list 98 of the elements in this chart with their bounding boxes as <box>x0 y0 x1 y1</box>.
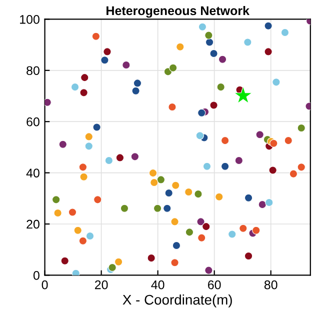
y-tick-label: 60 <box>26 117 40 126</box>
point <box>80 73 89 82</box>
y-tick-label: 80 <box>26 66 40 76</box>
point <box>153 204 162 212</box>
point <box>92 123 101 132</box>
point <box>70 82 80 92</box>
point <box>252 226 260 234</box>
point <box>216 82 225 92</box>
point <box>265 198 274 207</box>
point <box>80 88 88 97</box>
y-tick-label: 100 <box>20 15 40 24</box>
point <box>60 256 69 265</box>
point <box>272 78 280 86</box>
point <box>204 266 213 274</box>
point <box>94 196 102 204</box>
x-tick-label: 20 <box>94 280 108 290</box>
point <box>264 48 272 56</box>
x-axis-title: X - Coordinate(m) <box>122 294 232 308</box>
point <box>80 172 88 181</box>
point <box>228 230 236 238</box>
point <box>122 60 130 70</box>
point <box>120 204 129 212</box>
point <box>284 136 292 145</box>
point <box>210 101 218 110</box>
point <box>72 269 80 276</box>
point <box>204 31 213 40</box>
point <box>185 228 194 236</box>
point <box>244 252 253 260</box>
point <box>84 142 93 150</box>
y-tick-label: 20 <box>26 220 40 229</box>
point <box>44 98 52 106</box>
point <box>100 56 109 64</box>
point <box>194 190 202 198</box>
point <box>220 162 230 170</box>
point <box>78 163 88 172</box>
point <box>264 22 272 30</box>
point <box>184 188 193 196</box>
point <box>268 166 277 174</box>
point <box>280 28 290 37</box>
point <box>84 132 93 141</box>
point <box>170 218 179 226</box>
point <box>92 32 100 40</box>
point <box>244 38 252 46</box>
point <box>132 86 140 95</box>
point <box>148 168 158 178</box>
point <box>256 130 264 139</box>
point <box>297 124 306 132</box>
point <box>210 49 218 58</box>
point <box>150 178 158 187</box>
point <box>130 152 140 161</box>
point <box>103 48 112 56</box>
point <box>202 222 210 231</box>
point <box>289 170 298 178</box>
point <box>270 139 278 148</box>
point <box>78 236 88 245</box>
point <box>239 224 248 232</box>
point <box>220 136 230 145</box>
point <box>258 200 266 209</box>
x-tick-label: 60 <box>208 280 221 290</box>
point <box>164 188 173 198</box>
y-tick-label: 40 <box>26 168 40 178</box>
point <box>244 194 253 202</box>
point <box>116 154 124 162</box>
x-tick-label: 0 <box>42 280 48 290</box>
point <box>215 192 224 201</box>
point <box>168 102 176 112</box>
point <box>52 196 60 204</box>
point <box>114 258 123 266</box>
point <box>168 64 178 72</box>
point <box>234 86 252 104</box>
point <box>170 258 179 267</box>
point <box>172 241 181 250</box>
point <box>54 208 62 218</box>
point <box>196 218 205 226</box>
point <box>163 204 172 212</box>
point <box>172 181 180 190</box>
point <box>104 156 114 165</box>
point <box>176 42 184 51</box>
point <box>218 55 227 64</box>
point <box>86 232 94 240</box>
point <box>202 162 212 170</box>
point <box>297 163 306 172</box>
point <box>234 156 243 165</box>
point <box>68 208 77 216</box>
chart-title: Heterogeneous Network <box>106 6 250 18</box>
x-tick-label: 40 <box>151 280 164 290</box>
y-tick-label: 0 <box>33 271 40 280</box>
point <box>156 176 166 184</box>
point <box>198 234 206 242</box>
point <box>198 108 206 117</box>
point <box>133 79 142 88</box>
point <box>198 22 207 31</box>
point <box>74 226 82 234</box>
point <box>205 38 214 46</box>
point <box>147 254 156 262</box>
point <box>196 132 204 140</box>
point <box>58 140 67 148</box>
x-tick-label: 80 <box>264 280 278 290</box>
